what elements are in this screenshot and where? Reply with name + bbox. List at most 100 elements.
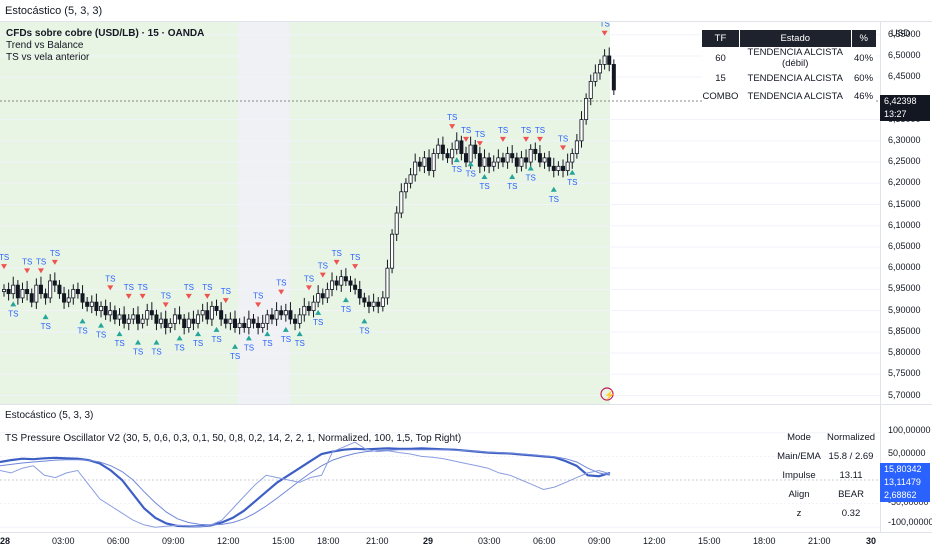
- time-tick: 28: [0, 536, 11, 546]
- candle: [274, 302, 279, 326]
- countdown-badge: 13:27: [880, 108, 930, 121]
- candle: [122, 306, 127, 329]
- candle: [140, 314, 145, 329]
- svg-text:TS: TS: [193, 339, 203, 348]
- candle: [288, 302, 293, 325]
- candle: [260, 314, 265, 333]
- candle: [20, 282, 25, 303]
- candle: [339, 269, 344, 292]
- time-tick: 03:00: [478, 536, 501, 546]
- candle: [302, 297, 307, 322]
- time-tick: 15:00: [698, 536, 721, 546]
- buy-signal: TS: [466, 161, 476, 178]
- candle: [487, 152, 492, 174]
- pct-cell: 46%: [851, 87, 876, 105]
- sell-signal: TS: [221, 287, 231, 304]
- candle: [75, 282, 80, 299]
- candle: [380, 291, 385, 312]
- window-title: Estocástico (5, 3, 3): [5, 5, 103, 17]
- candle: [514, 152, 519, 174]
- svg-text:TS: TS: [281, 335, 291, 344]
- stat-row: Main/EMA 15.8 / 2.69: [772, 451, 876, 467]
- candle: [450, 142, 455, 165]
- pane-title[interactable]: Estocástico (5, 3, 3): [5, 410, 94, 421]
- stat-value: 0.32: [841, 508, 861, 519]
- tf-cell: 60: [701, 47, 740, 69]
- buy-signal: TS: [175, 335, 185, 352]
- svg-text:TS: TS: [461, 126, 471, 135]
- svg-text:TS: TS: [253, 291, 263, 300]
- candle: [6, 282, 11, 301]
- osc-axis-m50: -50,00000: [888, 497, 929, 507]
- candle: [154, 309, 159, 331]
- stat-value: BEAR: [838, 489, 864, 500]
- candle: [565, 153, 570, 176]
- candle: [427, 149, 432, 176]
- price-tick: 6,15000: [888, 198, 921, 209]
- svg-text:TS: TS: [295, 339, 305, 348]
- candle: [200, 303, 205, 322]
- stat-key: Main/EMA: [777, 451, 821, 462]
- sell-signal: TS: [304, 274, 314, 291]
- pane-separator[interactable]: [0, 404, 932, 405]
- price-axis[interactable]: USD: [880, 22, 932, 404]
- osc-axis-50: 50,00000: [888, 448, 926, 458]
- buy-signal: TS: [452, 157, 462, 174]
- indicator-label-1[interactable]: Trend vs Balance: [6, 40, 84, 51]
- table-row: 60 TENDENCIA ALCISTA (débil) 40%: [701, 47, 876, 69]
- oscillator-chart[interactable]: [0, 428, 880, 532]
- candle: [431, 148, 436, 178]
- time-axis[interactable]: [0, 532, 932, 550]
- osc-axis-100: 100,00000: [888, 425, 931, 435]
- svg-text:TS: TS: [230, 352, 240, 361]
- header-pct: %: [850, 30, 876, 47]
- candle: [477, 146, 482, 174]
- candle: [445, 148, 450, 163]
- indicator-label-2[interactable]: TS vs vela anterior: [6, 52, 90, 63]
- price-tick: 5,85000: [888, 325, 921, 336]
- bg-bull-2: [290, 22, 610, 404]
- svg-text:TS: TS: [452, 165, 462, 174]
- candle: [131, 308, 136, 325]
- candle: [588, 74, 593, 106]
- candle: [417, 156, 422, 172]
- candle: [66, 289, 71, 308]
- price-tick: 6,30000: [888, 134, 921, 145]
- candle: [436, 138, 441, 159]
- candle: [269, 308, 274, 325]
- candle: [191, 310, 196, 331]
- stat-value: 15.8 / 2.69: [828, 451, 874, 462]
- candle: [219, 302, 224, 326]
- svg-text:TS: TS: [41, 322, 51, 331]
- buy-signal: TS: [133, 339, 143, 357]
- price-tick: 6,05000: [888, 240, 921, 251]
- alert-icon[interactable]: [600, 387, 614, 401]
- candle: [38, 276, 43, 299]
- candle: [390, 229, 395, 274]
- candle: [209, 301, 214, 326]
- candle: [385, 259, 390, 305]
- svg-text:TS: TS: [50, 249, 60, 258]
- candle: [463, 146, 468, 168]
- candle: [408, 168, 413, 189]
- svg-text:TS: TS: [0, 253, 9, 262]
- buy-signal: TS: [295, 331, 305, 348]
- candle: [454, 132, 459, 155]
- oscillator-title[interactable]: TS Pressure Oscillator V2 (30, 5, 0,6, 0…: [5, 433, 462, 444]
- candle: [52, 272, 57, 292]
- candle: [542, 152, 547, 169]
- candle: [413, 153, 418, 182]
- svg-text:TS: TS: [22, 257, 32, 266]
- price-chart[interactable]: TS TS TS TS TS TS TS TS TS TS TS TS TS TS TS TS TS TS TS TS…: [0, 22, 880, 404]
- candle: [459, 135, 464, 161]
- candle: [71, 284, 76, 305]
- candle: [297, 308, 302, 329]
- candle: [94, 293, 99, 316]
- candle: [348, 275, 353, 292]
- osc-series-line: [0, 447, 611, 528]
- candle: [228, 312, 233, 331]
- bg-bull-1: [0, 22, 238, 404]
- currency-label[interactable]: USD: [891, 28, 911, 38]
- svg-text:TS: TS: [318, 262, 328, 271]
- time-tick: 30: [866, 536, 877, 546]
